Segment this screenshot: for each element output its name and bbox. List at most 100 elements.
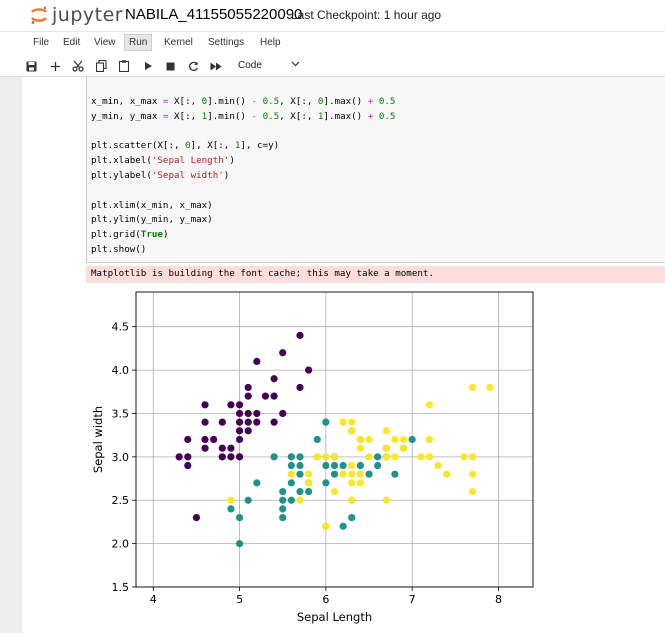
code-editor[interactable]: x_min, x_max = X[:, 0].min() - 0.5, X[:,…	[91, 95, 395, 258]
scatter-point	[279, 487, 287, 496]
scatter-point	[201, 444, 209, 452]
code-line: plt.scatter(X[:, 0], X[:, 1], c=y)	[91, 140, 280, 152]
x-tick-label: 4	[150, 593, 157, 606]
menu-settings[interactable]: Settings	[208, 37, 245, 48]
menu-kernel[interactable]: Kernel	[164, 37, 193, 48]
code-line: y_min, y_max = X[:, 1].min() - 0.5, X[:,…	[91, 110, 396, 122]
scatter-point	[235, 427, 244, 435]
scatter-point	[235, 540, 244, 548]
scatter-point	[253, 357, 261, 366]
notebook-name[interactable]: NABILA_41155055220090	[125, 6, 303, 23]
scatter-point	[287, 479, 295, 487]
code-line: plt.show()	[91, 243, 147, 255]
scatter-point	[348, 496, 356, 504]
x-tick-label: 7	[409, 593, 416, 606]
scatter-point	[365, 453, 373, 461]
scatter-point	[382, 453, 390, 461]
cell-type-select[interactable]: Code	[232, 58, 304, 74]
scatter-point	[287, 470, 295, 478]
scatter-point	[348, 461, 356, 470]
code-line: plt.xlim(x_min, x_max)	[91, 199, 213, 211]
x-tick-label: 8	[495, 593, 502, 606]
scatter-point	[244, 418, 252, 426]
menu-edit[interactable]: Edit	[63, 37, 81, 48]
menu-file[interactable]: File	[33, 37, 50, 48]
y-tick-label: 4.0	[112, 364, 130, 377]
scatter-point	[287, 453, 295, 461]
scatter-point	[201, 435, 209, 444]
scatter-point	[339, 522, 347, 530]
scatter-point	[296, 331, 304, 339]
scatter-point	[425, 453, 434, 461]
scatter-point	[296, 470, 304, 478]
scatter-point	[374, 461, 382, 470]
scatter-point	[244, 409, 252, 418]
scatter-point	[244, 427, 252, 435]
scatter-point	[296, 383, 304, 392]
scatter-point	[322, 418, 330, 426]
run-button[interactable]	[140, 58, 156, 74]
scatter-point	[279, 505, 287, 513]
scatter-point	[365, 435, 373, 444]
x-tick-label: 5	[236, 593, 243, 606]
scatter-point	[348, 479, 356, 487]
scatter-point	[399, 444, 408, 452]
scatter-point	[235, 409, 244, 418]
scatter-point	[218, 444, 226, 452]
scatter-point	[322, 461, 330, 470]
scatter-point	[305, 470, 313, 478]
scatter-point	[218, 453, 226, 461]
restart-button[interactable]	[185, 58, 201, 74]
menu-run[interactable]: Run	[124, 34, 153, 51]
paste-icon	[118, 60, 129, 72]
scatter-point	[356, 479, 364, 487]
scatter-point	[270, 375, 278, 383]
scatter-point	[322, 453, 330, 461]
scatter-point	[279, 409, 287, 418]
y-tick-label: 4.5	[112, 321, 130, 334]
y-tick-label: 1.5	[112, 581, 130, 594]
code-line: x_min, x_max = X[:, 0].min() - 0.5, X[:,…	[91, 96, 396, 107]
scatter-point	[270, 453, 278, 461]
scatter-point	[468, 470, 477, 478]
scatter-point	[279, 349, 287, 357]
add-cell-button[interactable]	[47, 58, 63, 74]
scatter-point	[244, 383, 252, 392]
save-button[interactable]	[23, 58, 39, 74]
code-cell[interactable]: x_min, x_max = X[:, 0].min() - 0.5, X[:,…	[86, 77, 665, 263]
jupyter-logo[interactable]: jupyter	[30, 4, 123, 26]
code-line: plt.ylabel('Sepal width')	[91, 169, 230, 181]
scatter-point	[468, 453, 477, 461]
scatter-point	[296, 496, 304, 504]
scatter-point	[348, 470, 356, 478]
menu-view[interactable]: View	[94, 37, 116, 48]
menu-help[interactable]: Help	[260, 37, 281, 48]
paste-button[interactable]	[116, 58, 132, 74]
scatter-point	[417, 453, 425, 461]
chevron-down-icon	[291, 59, 300, 71]
checkpoint-status: Last Checkpoint: 1 hour ago	[291, 8, 442, 22]
scatter-point	[382, 427, 390, 435]
stop-button[interactable]	[162, 58, 178, 74]
restart-run-all-button[interactable]	[208, 58, 224, 74]
scatter-point	[210, 435, 218, 444]
header: jupyter NABILA_41155055220090 Last Check…	[0, 0, 665, 30]
scatter-point	[468, 487, 477, 496]
copy-button[interactable]	[93, 58, 109, 74]
cut-icon	[72, 60, 84, 72]
scatter-point	[356, 435, 364, 444]
scatter-point	[218, 418, 226, 426]
restart-icon	[188, 61, 198, 71]
scatter-point	[330, 487, 339, 496]
y-tick-label: 3.0	[112, 451, 130, 464]
scatter-point	[227, 401, 235, 409]
stderr-output: Matplotlib is building the font cache; t…	[86, 266, 665, 283]
scatter-point	[235, 435, 244, 444]
scatter-point	[339, 461, 347, 470]
code-line: plt.grid(True)	[91, 229, 169, 241]
scatter-point	[227, 505, 235, 513]
scatter-point	[192, 513, 201, 522]
scatter-point	[175, 453, 183, 461]
x-tick-label: 6	[322, 593, 329, 606]
cut-button[interactable]	[70, 58, 86, 74]
